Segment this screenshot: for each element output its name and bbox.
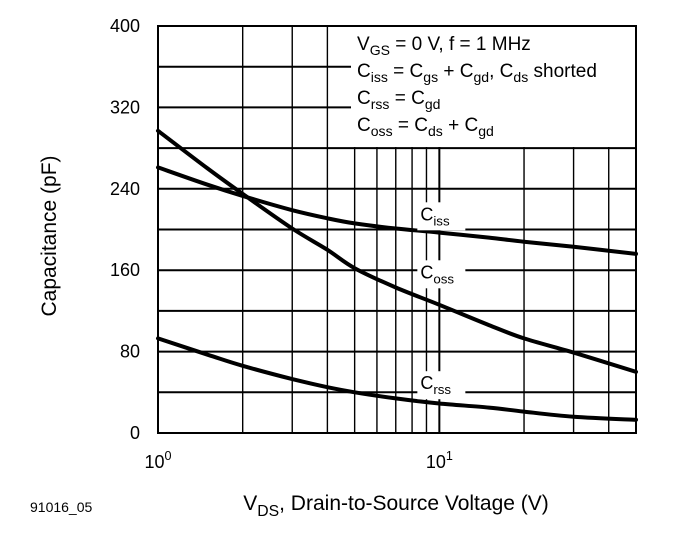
x-tick-label: 100 <box>144 449 171 472</box>
series-label-background <box>417 202 466 231</box>
y-tick-label: 400 <box>110 16 140 36</box>
annotation-background <box>351 27 635 147</box>
annotation-line: Ciss = Cgs + Cgd, Cds shorted <box>357 61 597 85</box>
chart-curves <box>156 128 638 422</box>
series-label-background <box>417 371 466 400</box>
y-tick-label: 160 <box>110 260 140 280</box>
annotation-line: Coss = Cds + Cgd <box>357 115 494 139</box>
y-tick-label: 240 <box>110 179 140 199</box>
series-iss-label: Ciss <box>420 204 450 228</box>
series-rss-line <box>156 336 638 422</box>
x-tick-label: 101 <box>426 449 453 472</box>
y-axis-ticks: 0 80 160 240 320 400 <box>110 16 140 443</box>
curve-labels: Ciss Coss Crss <box>417 202 466 400</box>
annotation-line: VGS = 0 V, f = 1 MHz <box>357 34 531 58</box>
series-rss-label: Crss <box>420 373 451 397</box>
series-label-background <box>417 260 466 289</box>
annotation-line: Crss = Cgd <box>357 88 440 112</box>
series-oss-label: Coss <box>420 262 454 286</box>
y-axis-title: Capacitance (pF) <box>38 155 61 316</box>
x-axis-title: VDS, Drain-to-Source Voltage (V) <box>243 492 549 520</box>
figure-id: 91016_05 <box>30 499 93 515</box>
y-tick-label: 320 <box>110 97 140 117</box>
series-iss-line <box>156 165 638 256</box>
y-tick-label: 0 <box>130 423 140 443</box>
series-oss-line <box>156 128 638 374</box>
x-axis-ticks: 100 101 <box>144 449 452 472</box>
chart-annotation-box: VGS = 0 V, f = 1 MHz Ciss = Cgs + Cgd, Cd… <box>351 27 635 147</box>
y-tick-label: 80 <box>120 342 140 362</box>
